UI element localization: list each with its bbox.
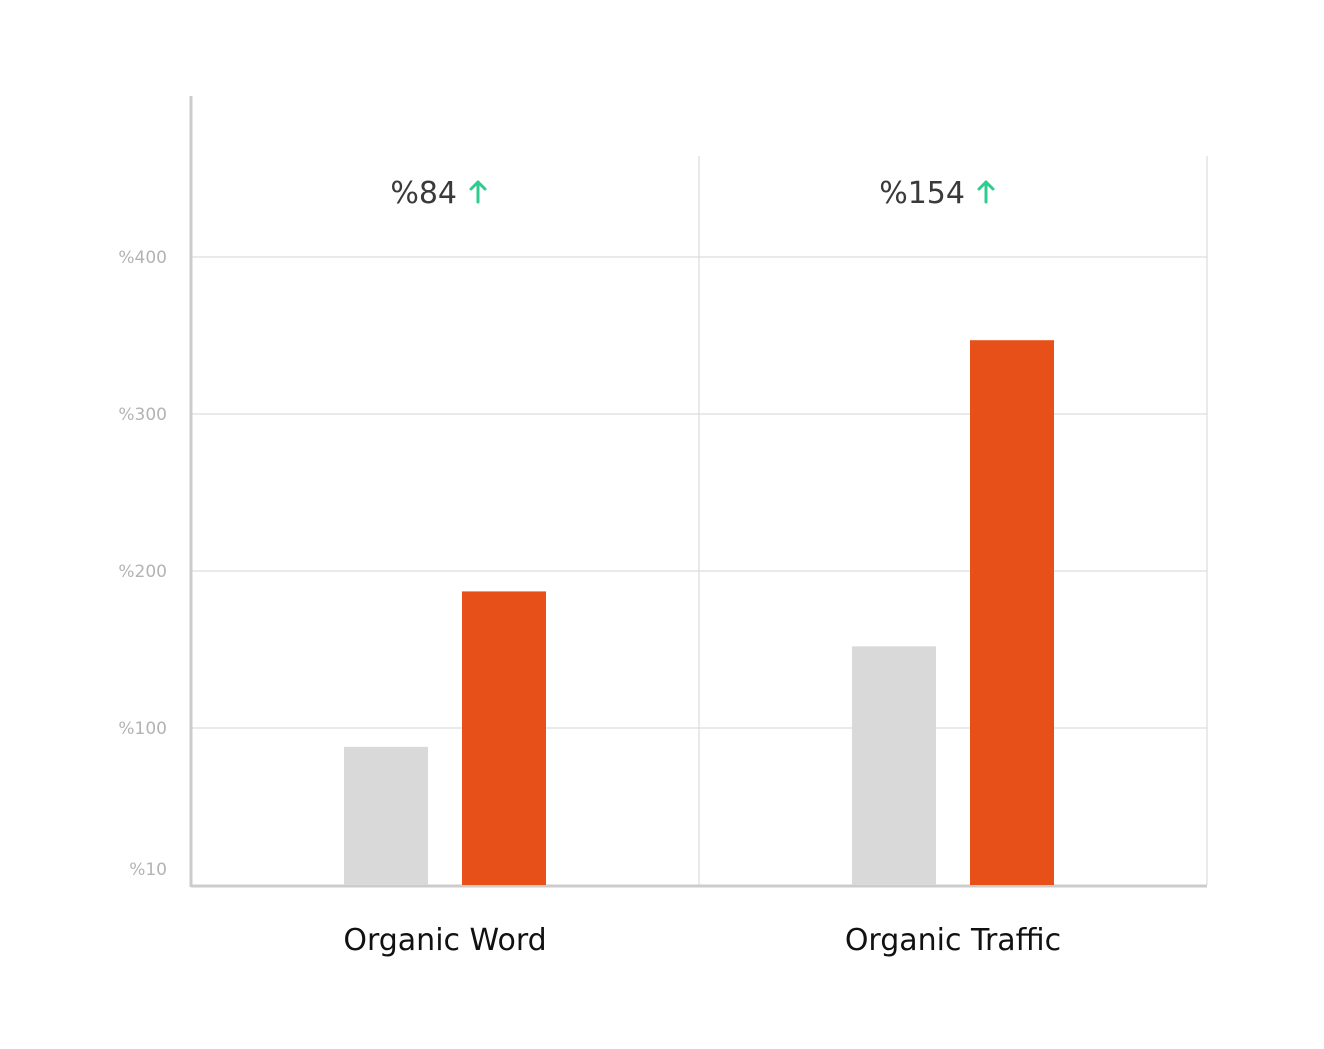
y-tick-label: %100 [118, 719, 167, 739]
bar-previous [852, 646, 936, 885]
growth-labels: %84 %154 [390, 176, 995, 211]
arrow-up-icon [977, 180, 995, 204]
bars [344, 340, 1054, 886]
growth-indicator: %154 [879, 176, 995, 211]
bar-previous [344, 746, 428, 885]
growth-label: %154 [879, 176, 965, 211]
axes [189, 96, 1207, 888]
category-label: Organic Word [343, 923, 546, 958]
y-tick-label: %300 [118, 405, 167, 425]
growth-label: %84 [390, 176, 457, 211]
arrow-up-icon [469, 180, 487, 204]
y-tick-label: %10 [129, 860, 167, 880]
category-labels: Organic Word Organic Traffic [343, 923, 1061, 958]
y-tick-label: %200 [118, 562, 167, 582]
growth-indicator: %84 [390, 176, 487, 211]
bar-current [970, 340, 1054, 886]
y-tick-labels: %10 %100 %200 %300 %400 [118, 248, 167, 880]
category-label: Organic Traffic [845, 923, 1061, 958]
y-tick-label: %400 [118, 248, 167, 268]
bar-current [462, 591, 546, 885]
gridlines [191, 156, 1208, 885]
